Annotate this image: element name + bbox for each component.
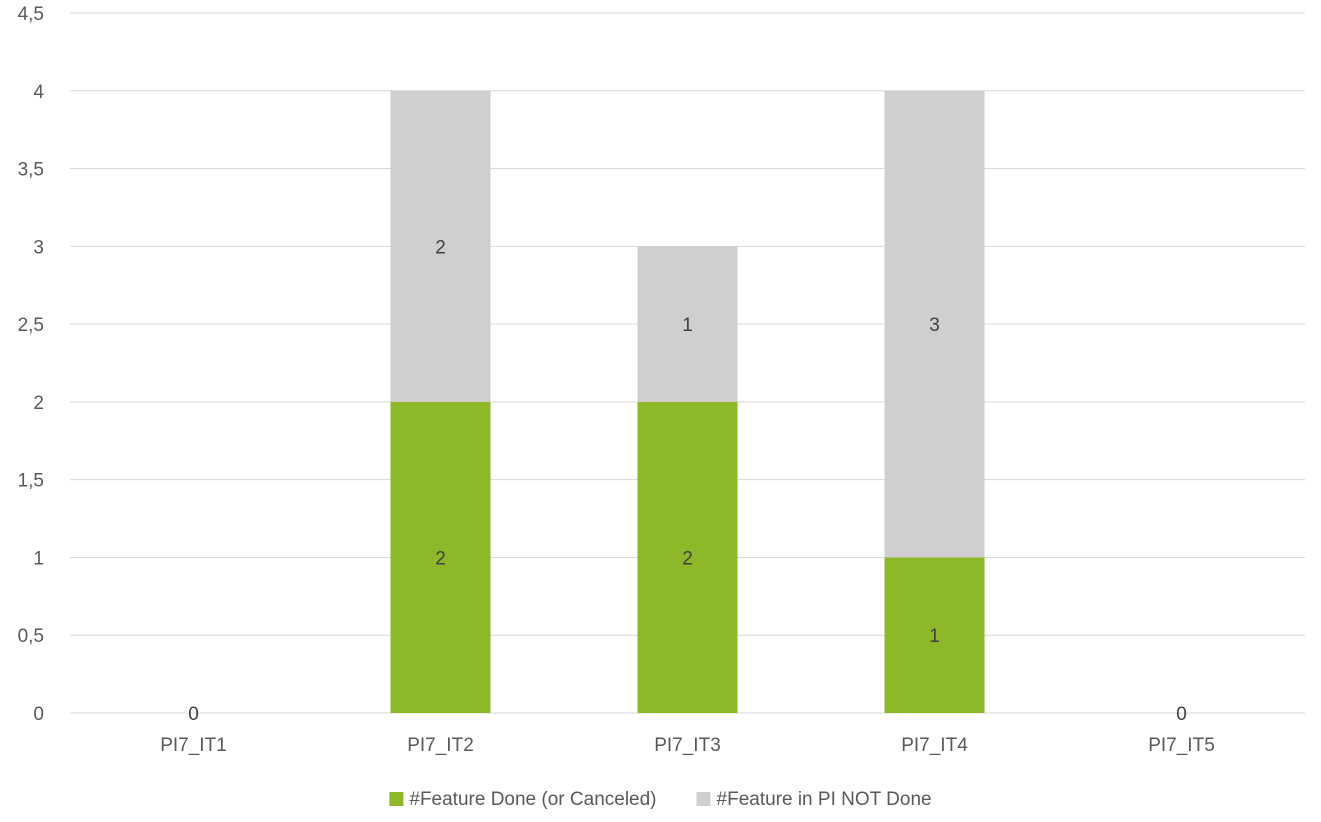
data-label: 2 xyxy=(435,548,446,569)
x-category-label: PI7_IT4 xyxy=(901,735,968,756)
x-category-label: PI7_IT3 xyxy=(654,735,721,756)
data-label: 0 xyxy=(1176,704,1187,725)
x-category-label: PI7_IT5 xyxy=(1148,735,1215,756)
bar-segment xyxy=(637,401,738,713)
legend-label: #Feature in PI NOT Done xyxy=(717,789,932,810)
data-label: 0 xyxy=(188,704,199,725)
y-tick-label: 3 xyxy=(33,237,44,258)
data-label: 2 xyxy=(682,548,693,569)
data-label: 2 xyxy=(435,237,446,258)
data-label: 1 xyxy=(682,315,693,336)
bar-segment xyxy=(390,90,491,402)
bar-segment xyxy=(637,246,738,402)
bars xyxy=(390,90,985,713)
bar-segment xyxy=(884,90,985,558)
y-tick-label: 1 xyxy=(33,548,44,569)
data-label: 1 xyxy=(929,626,940,647)
y-tick-label: 0 xyxy=(33,704,44,725)
legend: #Feature Done (or Canceled) #Feature in P… xyxy=(389,789,932,810)
y-tick-label: 1,5 xyxy=(18,471,44,492)
data-label: 3 xyxy=(929,315,940,336)
y-tick-label: 4 xyxy=(33,82,44,103)
bar-segment xyxy=(390,401,491,713)
y-tick-label: 4,5 xyxy=(18,4,44,25)
bar-segment xyxy=(884,557,985,713)
x-category-label: PI7_IT1 xyxy=(160,735,227,756)
y-tick-label: 2 xyxy=(33,393,44,414)
legend-label: #Feature Done (or Canceled) xyxy=(409,789,656,810)
x-category-label: PI7_IT2 xyxy=(407,735,474,756)
x-axis-categories: PI7_IT1 PI7_IT2 PI7_IT3 PI7_IT4 PI7_IT5 xyxy=(160,735,1215,756)
legend-swatch xyxy=(696,792,711,806)
y-tick-label: 0,5 xyxy=(18,626,44,647)
y-axis-ticks: 0 0,5 1 1,5 2 2,5 3 3,5 4 4,5 xyxy=(18,4,45,725)
legend-swatch xyxy=(389,792,404,806)
data-labels: 0 2 2 2 1 1 3 0 xyxy=(188,237,1187,725)
y-tick-label: 2,5 xyxy=(18,315,44,336)
y-tick-label: 3,5 xyxy=(18,160,44,181)
